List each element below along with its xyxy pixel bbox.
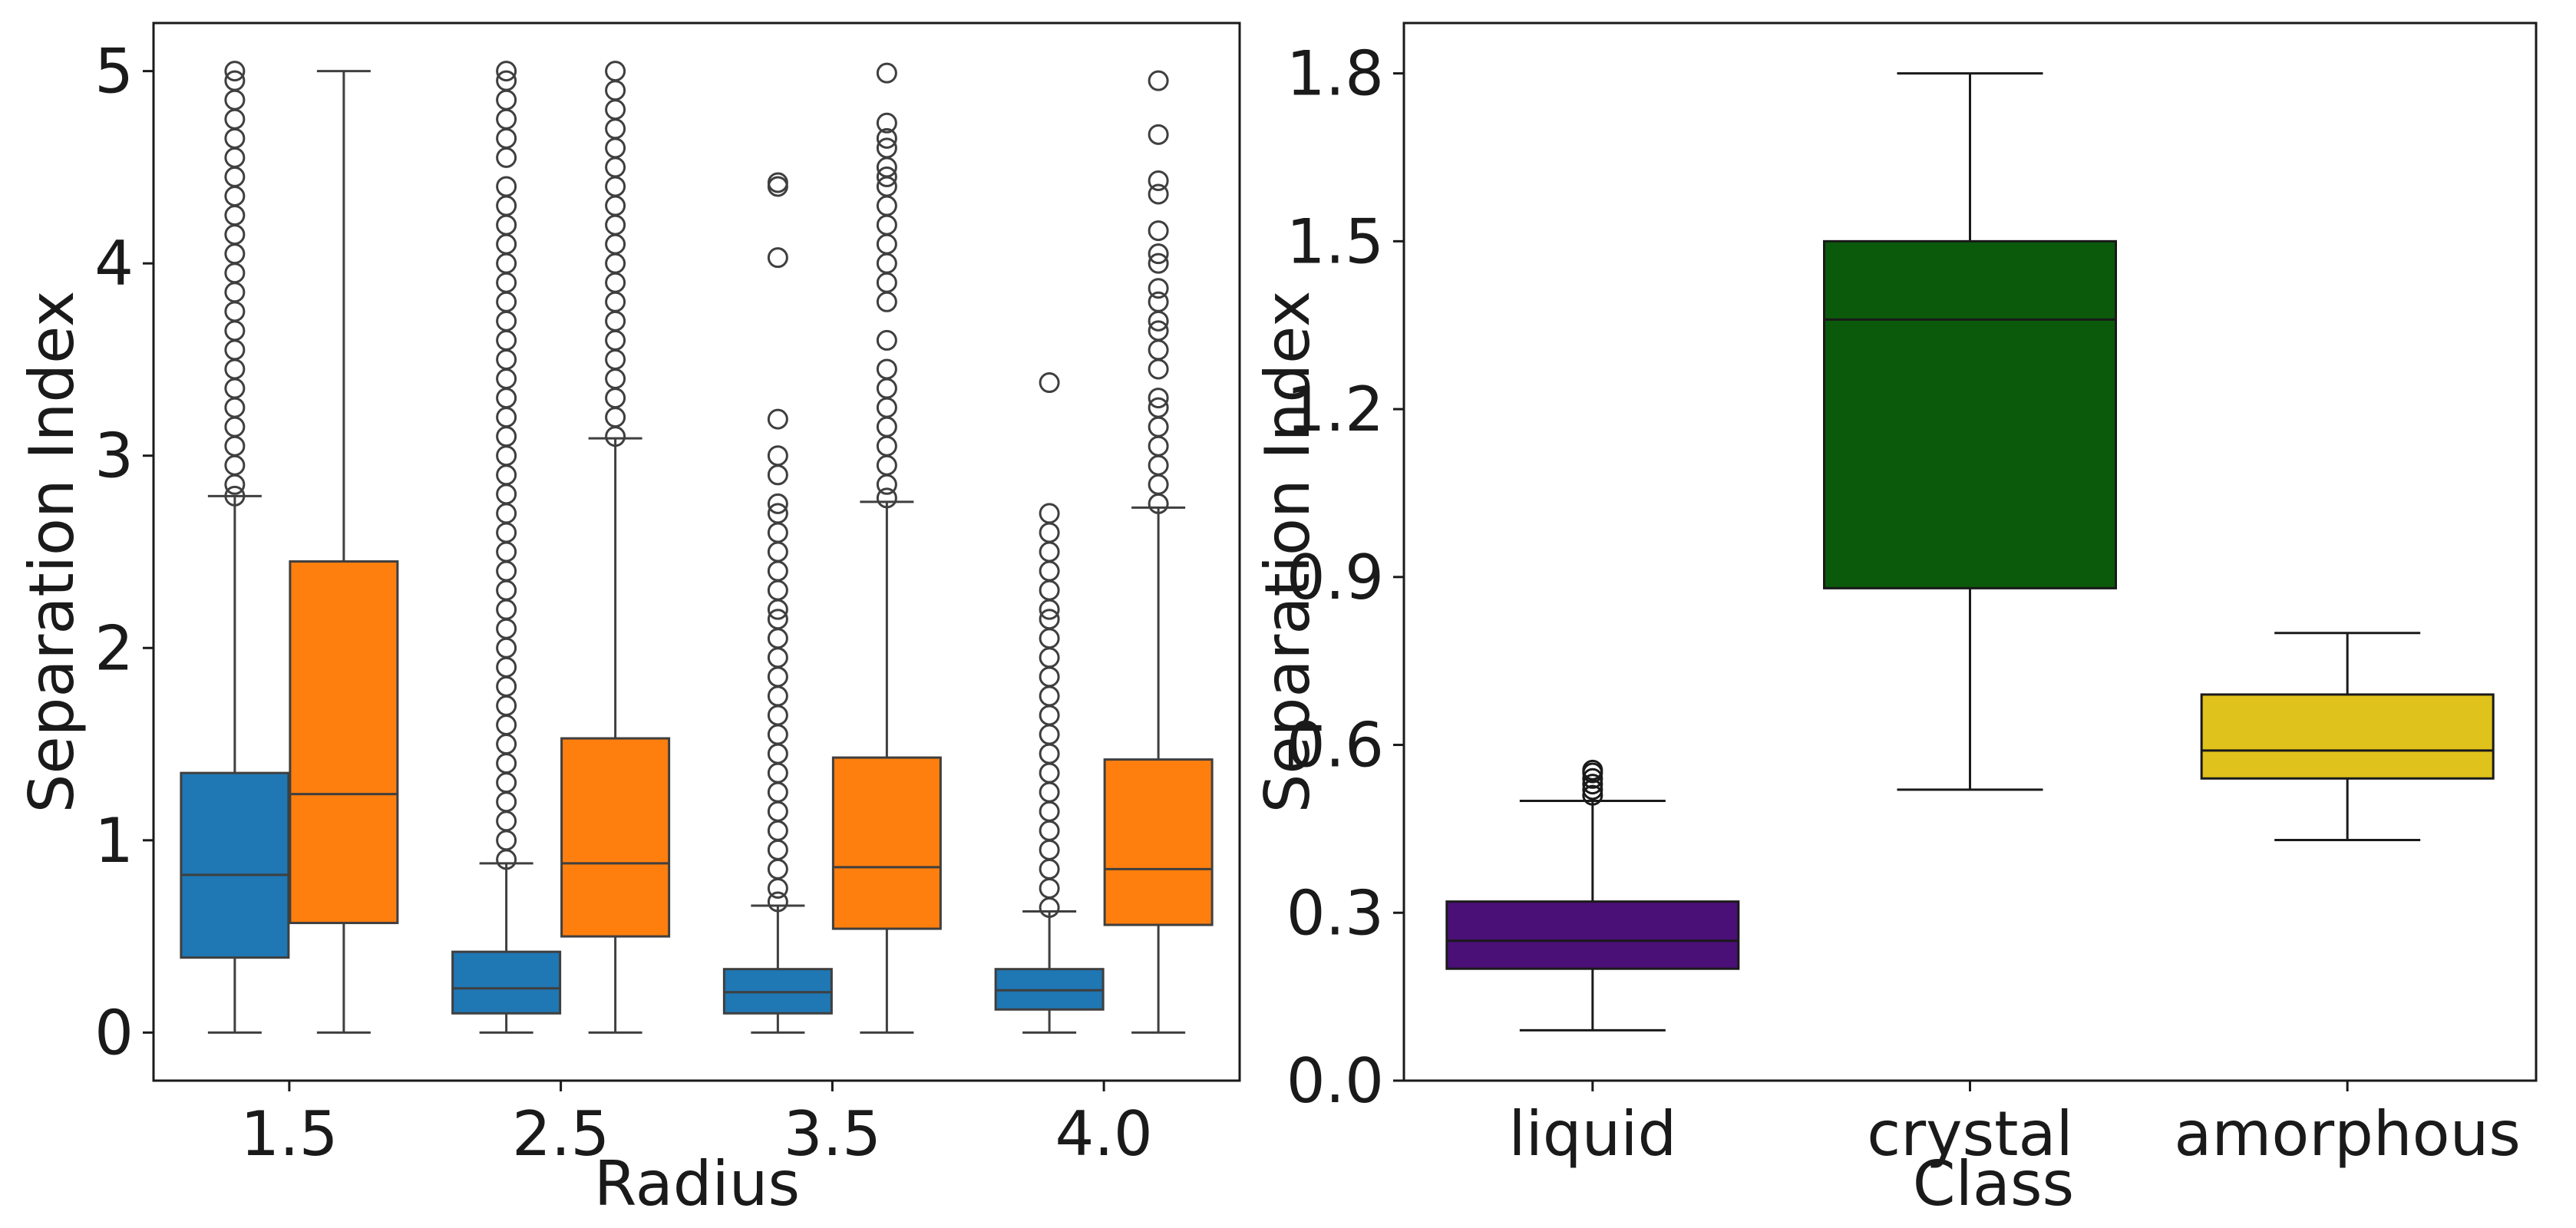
radius-ytick-label: 3 bbox=[94, 421, 134, 492]
class-x-axis: liquid crystal amorphous bbox=[1508, 1081, 2521, 1170]
radius-xtick-label: 4.0 bbox=[1055, 1098, 1153, 1170]
radius-4_0-series1-flier bbox=[1148, 388, 1169, 409]
radius-2_5-series1-flier bbox=[605, 61, 626, 82]
radius-ytick-label: 0 bbox=[94, 997, 134, 1068]
class-y-axis-label: Separation Index bbox=[1252, 291, 1323, 814]
class-xtick-label: amorphous bbox=[2174, 1098, 2521, 1170]
class-xtick-label: liquid bbox=[1508, 1098, 1676, 1170]
radius-xtick-label: 3.5 bbox=[784, 1098, 881, 1170]
class-xtick-label: crystal bbox=[1867, 1098, 2073, 1170]
radius-xtick-label: 2.5 bbox=[512, 1098, 609, 1170]
class-liquid-flier bbox=[1582, 759, 1603, 781]
class-liquid-flier bbox=[1582, 774, 1603, 795]
radius-4_0-series1-flier bbox=[1148, 320, 1169, 342]
radius-3_5-series1-flier bbox=[876, 358, 897, 380]
class-y-axis: 0.0 0.3 0.6 0.9 1.2 1.5 1.8 bbox=[1286, 38, 1404, 1117]
radius-1_5-series0-flier bbox=[224, 485, 246, 507]
radius-4_0-series1-flier bbox=[1148, 291, 1169, 312]
class-crystal-box bbox=[1823, 239, 2117, 589]
radius-y-axis-label: Separation Index bbox=[16, 291, 88, 814]
class-liquid-flier bbox=[1582, 784, 1603, 806]
radius-3_5-series1-flier bbox=[876, 112, 897, 134]
class-liquid-flier bbox=[1582, 779, 1603, 801]
class-ytick-label: 0.6 bbox=[1286, 710, 1384, 781]
radius-ytick-label: 2 bbox=[94, 612, 134, 684]
class-ytick-label: 1.2 bbox=[1286, 374, 1384, 445]
class-ytick-label: 0.3 bbox=[1286, 877, 1384, 949]
class-boxplot-panel: 0.0 0.3 0.6 0.9 1.2 1.5 1.8 liquid crystal amorp… bbox=[1252, 21, 2538, 1220]
radius-2_5-series0-flier bbox=[496, 61, 517, 82]
radius-boxplot-marks bbox=[180, 61, 1214, 1034]
radius-3_5-series1-flier bbox=[876, 127, 897, 149]
class-boxplot-marks bbox=[1445, 72, 2495, 1032]
radius-3_5-series0-flier bbox=[767, 493, 788, 514]
class-ytick-label: 1.5 bbox=[1286, 206, 1384, 277]
class-liquid-box bbox=[1445, 900, 1740, 970]
radius-y-axis: 0 1 2 3 4 5 bbox=[94, 36, 154, 1068]
radius-ytick-label: 5 bbox=[94, 36, 134, 107]
radius-3_5-series0-flier bbox=[767, 503, 788, 524]
radius-4_0-series0-flier bbox=[1039, 609, 1060, 630]
radius-4_0-series1-flier bbox=[1148, 220, 1169, 242]
radius-1_5-series0-box bbox=[180, 771, 290, 959]
radius-ytick-label: 4 bbox=[94, 228, 134, 299]
radius-4_0-series1-flier bbox=[1148, 243, 1169, 265]
radius-x-axis: 1.5 2.5 3.5 4.0 bbox=[240, 1081, 1153, 1170]
radius-3_5-series0-flier bbox=[767, 445, 788, 467]
class-ytick-label: 0.0 bbox=[1286, 1045, 1384, 1117]
radius-4_0-series1-flier bbox=[1148, 253, 1169, 274]
radius-3_5-series1-box bbox=[831, 756, 942, 930]
radius-3_5-series0-flier bbox=[767, 609, 788, 630]
radius-4_0-series0-flier bbox=[1039, 503, 1060, 524]
radius-2_5-series1-box bbox=[560, 737, 671, 938]
radius-3_5-series1-flier bbox=[876, 166, 897, 187]
radius-3_5-series1-flier bbox=[876, 487, 897, 509]
radius-3_5-series1-flier bbox=[876, 137, 897, 159]
radius-3_5-series1-flier bbox=[876, 329, 897, 351]
radius-4_0-series1-flier bbox=[1148, 170, 1169, 191]
radius-4_0-series1-flier bbox=[1148, 183, 1169, 205]
radius-4_0-series1-flier bbox=[1148, 70, 1169, 91]
radius-4_0-series0-flier bbox=[1039, 372, 1060, 394]
radius-1_5-series0-flier bbox=[224, 61, 246, 82]
class-amorphous-box bbox=[2200, 693, 2495, 780]
radius-3_5-series1-flier bbox=[876, 62, 897, 84]
class-ytick-label: 1.8 bbox=[1286, 38, 1384, 110]
radius-2_5-series0-box bbox=[451, 950, 562, 1015]
class-x-axis-label: Class bbox=[1913, 1148, 2074, 1220]
radius-xtick-label: 1.5 bbox=[240, 1098, 338, 1170]
radius-ytick-label: 1 bbox=[94, 805, 134, 876]
radius-boxplot-panel: 0 1 2 3 4 5 1.5 2.5 3.5 4.0 Radius Separation In… bbox=[16, 21, 1241, 1220]
radius-plot-frame bbox=[152, 21, 1241, 1082]
radius-3_5-series0-flier bbox=[767, 408, 788, 430]
radius-4_0-series1-flier bbox=[1148, 124, 1169, 145]
radius-4_0-series1-box bbox=[1103, 758, 1214, 926]
radius-4_0-series1-flier bbox=[1148, 397, 1169, 418]
radius-3_5-series0-flier bbox=[767, 247, 788, 269]
radius-2_5-series0-flier bbox=[496, 70, 517, 91]
radius-2_5-series0-flier bbox=[496, 176, 517, 197]
radius-x-axis-label: Radius bbox=[594, 1148, 800, 1220]
radius-3_5-series0-flier bbox=[767, 172, 788, 193]
radius-3_5-series0-flier bbox=[767, 891, 788, 913]
radius-4_0-series1-flier bbox=[1148, 278, 1169, 299]
radius-1_5-series1-box bbox=[289, 560, 399, 925]
radius-1_5-series0-flier bbox=[224, 70, 246, 91]
class-liquid-flier bbox=[1582, 768, 1603, 789]
class-ytick-label: 0.9 bbox=[1286, 542, 1384, 613]
